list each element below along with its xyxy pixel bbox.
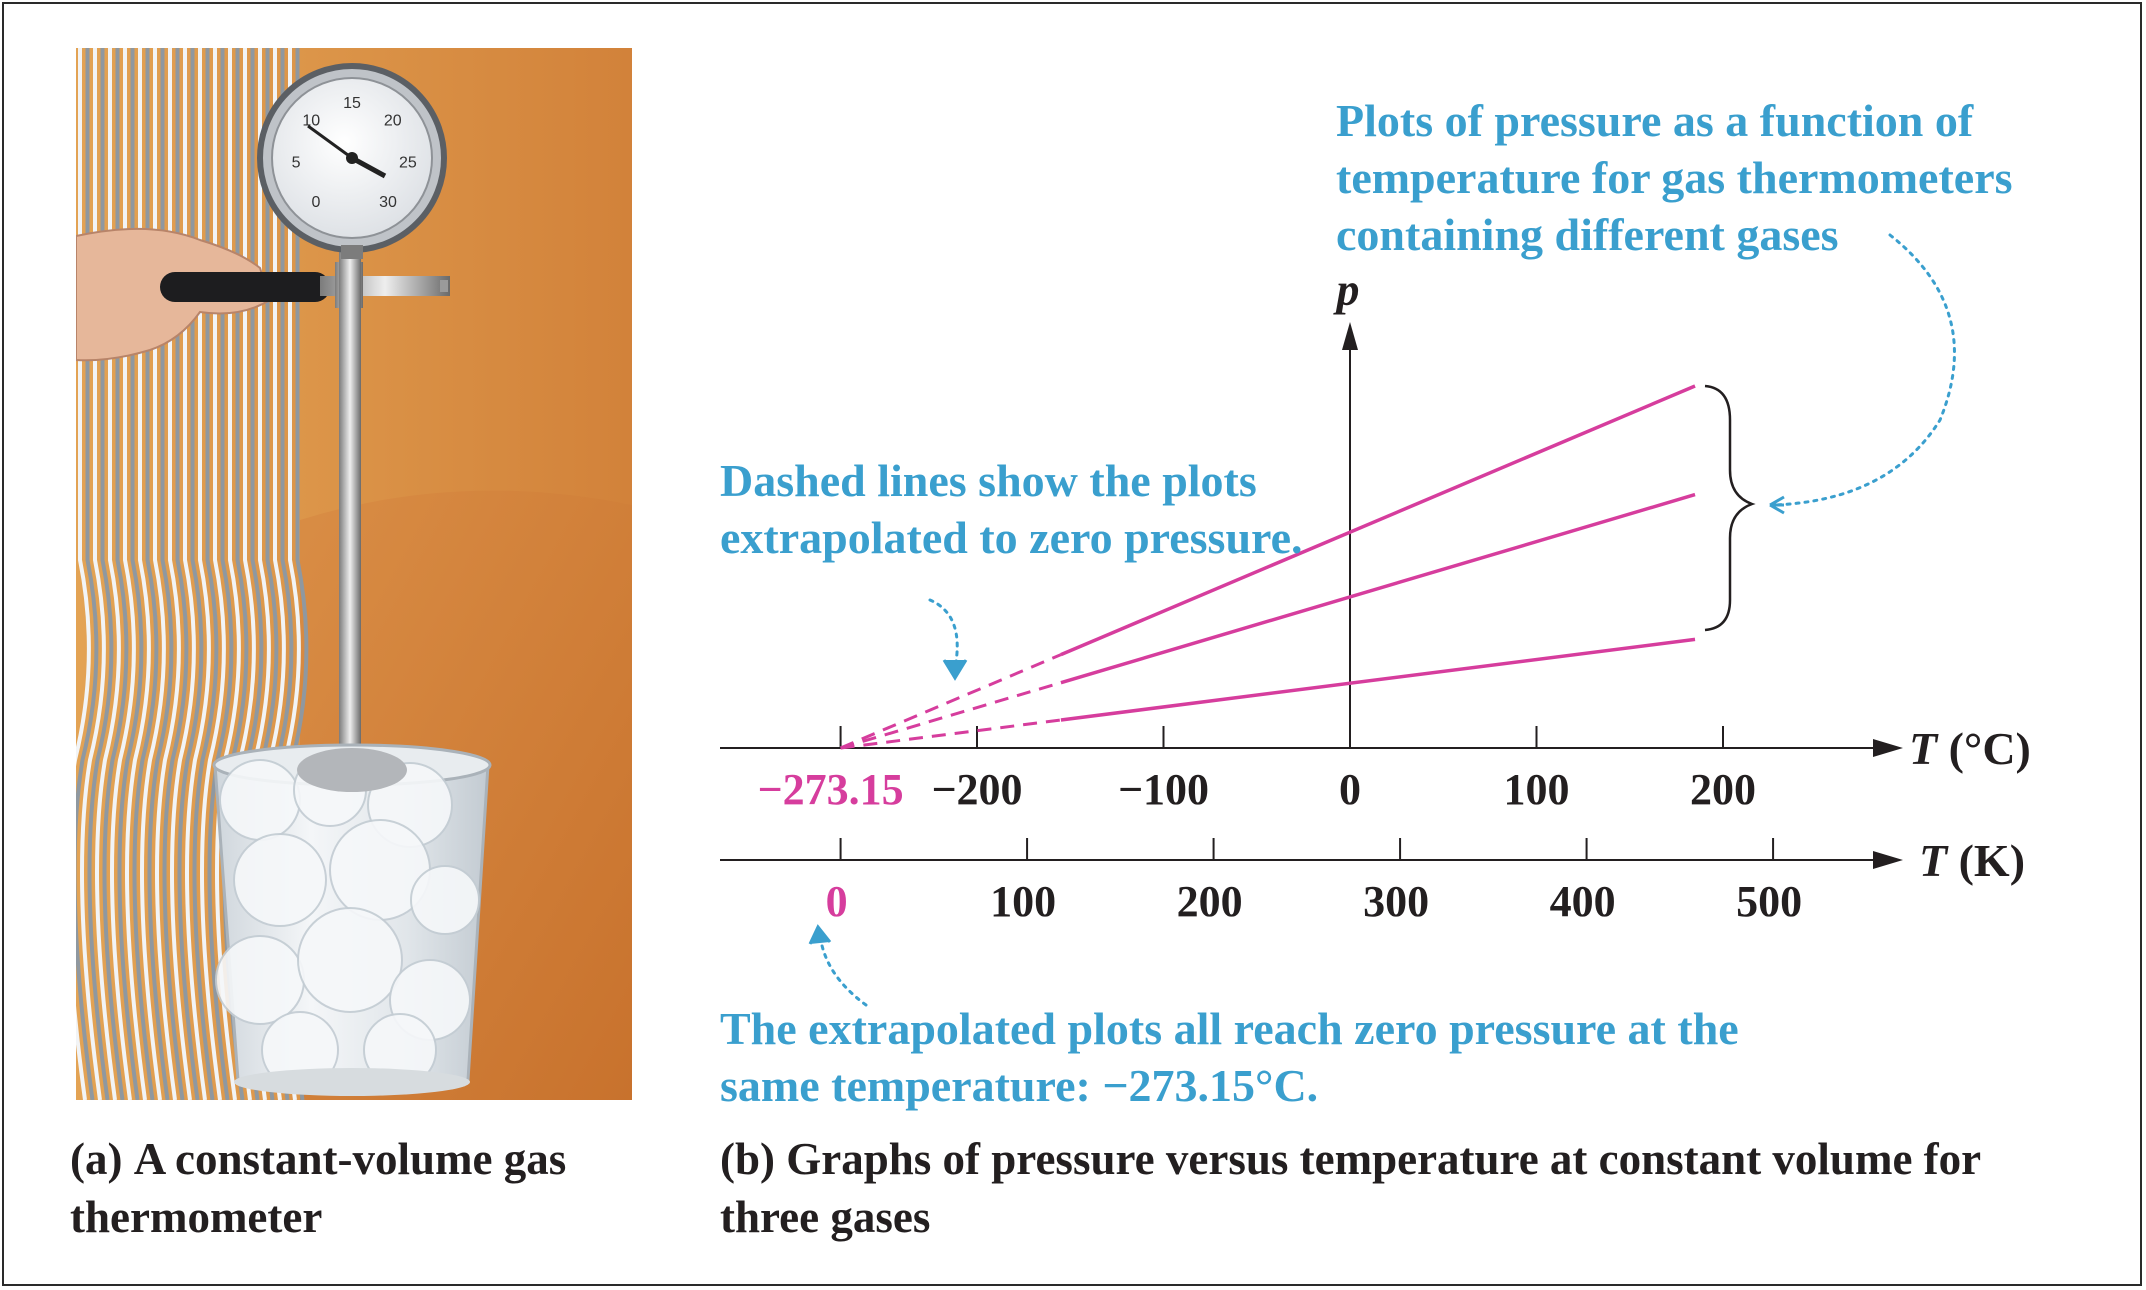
series-2-line [1060,492,1696,685]
curly-brace [1704,384,1756,632]
ice-chunk [410,865,480,935]
pressure-temperature-graph: −200 −100 0 100 200 −273.15 T (°C) 0 100 200 300 4… [720,233,2031,1007]
series-2-dashed [840,681,1062,750]
kelvin-tick-label: 200 [1177,877,1243,926]
gauge-needle [307,124,353,160]
kelvin-tick-label: 300 [1363,877,1429,926]
curtain-stripe [177,48,204,1100]
gauge-number: 15 [343,95,361,112]
gauge-number: 10 [302,113,320,130]
caption-a: (a) A constant-volume gas thermometer [70,1130,670,1246]
dashed-note-arrow [928,598,959,670]
curtain-stripe [185,48,211,1100]
curtain-stripe [80,48,106,1100]
absolute-zero-label: −273.15 [758,765,904,814]
celsius-tick-label: 0 [1339,765,1361,814]
caption-a-text: A constant-volume gas thermometer [70,1134,567,1242]
top-note-arrow [1773,233,1956,507]
curtain-stripe [125,48,151,1100]
celsius-axis-title: T (°C) [1909,723,2031,774]
series-1-line [1060,384,1696,657]
pressure-axis-title: p [1333,264,1360,315]
kelvin-tick-label: 500 [1736,877,1802,926]
celsius-axis: −200 −100 0 100 200 −273.15 T (°C) [720,723,2031,814]
series-1-dashed [839,653,1062,750]
kelvin-axis: 0 100 200 300 400 500 T (K) [720,835,2025,926]
gauge-dial-numbers: 0 5 10 15 20 25 30 [292,95,417,211]
ice-chunk [219,759,301,841]
curtain-stripe [170,48,196,1100]
curtain-stripe [200,48,226,1100]
curtain-stripe [155,48,181,1100]
kelvin-tick-label: 400 [1550,877,1616,926]
gas-bulb [297,748,407,792]
kelvin-axis-title: T (K) [1919,835,2025,886]
annotation-top-right: Plots of pressure as a function of tempe… [1336,95,2013,260]
caption-b: (b) Graphs of pressure versus temperatur… [720,1130,2080,1246]
curtain-stripe [76,48,99,1100]
kelvin-tick-label: 100 [990,877,1056,926]
curtain-stripe [95,48,121,1100]
celsius-axis-arrow [1873,739,1903,757]
curtain-stripe [147,48,174,1100]
caption-b-text: Graphs of pressure versus temperature at… [720,1134,1981,1242]
black-handle [160,272,330,302]
curtain-stripe [76,48,91,1100]
gauge-number: 5 [292,154,301,171]
curtain-stripe [87,48,114,1100]
curtain-stripe [102,48,129,1100]
annotation-bottom: The extrapolated plots all reach zero pr… [720,1003,1739,1111]
ice-chunk [297,907,403,1013]
bottom-note-arrow [818,933,868,1007]
celsius-tick-label: −200 [931,765,1022,814]
caption-a-label: (a) [70,1134,123,1184]
series-3-dashed [840,718,1062,750]
kelvin-tick-label: 0 [826,877,848,926]
annotation-dashed-lines: Dashed lines show the plots extrapolated… [720,455,1303,563]
ice-chunk [233,833,327,927]
series-3-line [1060,637,1696,722]
ice-chunk [215,935,305,1025]
curtain-stripe [192,48,219,1100]
gauge-number: 30 [379,194,397,211]
celsius-tick-label: 100 [1504,765,1570,814]
curtain-stripe [140,48,166,1100]
curtain-stripe [132,48,159,1100]
gauge-number: 20 [384,113,402,130]
curtain-stripe [117,48,144,1100]
gas-thermometer-photo: 0 5 10 15 20 25 30 [76,48,632,1100]
celsius-tick-label: −100 [1118,765,1209,814]
pressure-axis-arrow [1342,322,1358,350]
curtain-stripe [162,48,189,1100]
kelvin-axis-arrow [1873,851,1903,869]
gauge-number: 25 [399,154,417,171]
pressure-series [839,384,1696,750]
ice-chunks [215,753,480,1089]
metal-rod [339,235,361,755]
gauge-number: 0 [312,194,321,211]
curtain-stripe [110,48,136,1100]
celsius-tick-label: 200 [1690,765,1756,814]
caption-b-label: (b) [720,1134,775,1184]
pressure-axis: p [1333,264,1360,748]
